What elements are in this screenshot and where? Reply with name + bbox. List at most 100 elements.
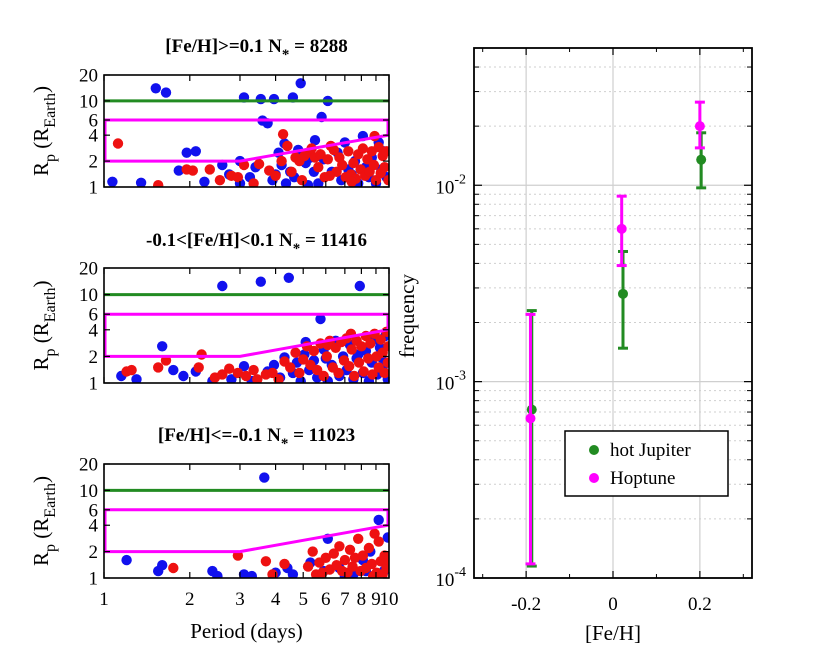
red-planet-point bbox=[369, 528, 380, 539]
y-label-text: R bbox=[29, 162, 53, 176]
red-planet-point bbox=[315, 149, 326, 160]
x-tick-label: 0 bbox=[608, 594, 618, 615]
y-label-text: ) bbox=[29, 476, 53, 483]
blue-planet-point bbox=[135, 177, 147, 187]
green-frequency-point bbox=[617, 288, 628, 299]
red-planet-point bbox=[320, 552, 331, 563]
y-tick-label: 1 bbox=[89, 569, 99, 590]
red-planet-point bbox=[347, 561, 358, 572]
red-planet-point bbox=[381, 146, 389, 157]
y-tick-exponent: -3 bbox=[454, 369, 466, 384]
y-tick-label: 6 bbox=[89, 111, 99, 132]
y-tick-label: 20 bbox=[79, 66, 98, 87]
red-planet-point bbox=[382, 357, 389, 368]
hoptune-box bbox=[103, 312, 390, 358]
y-tick-label: 6 bbox=[89, 305, 99, 326]
red-planet-point bbox=[356, 341, 367, 352]
y-tick-label: 1 bbox=[89, 178, 99, 199]
red-planet-point bbox=[383, 341, 389, 352]
y-axis-label: Rp (REarth) bbox=[29, 476, 59, 566]
magenta-frequency-point bbox=[525, 413, 536, 424]
axes-frame bbox=[103, 267, 390, 384]
panel-title-text: [Fe/H]<=-0.1 N bbox=[158, 425, 281, 446]
legend-marker bbox=[589, 445, 599, 455]
red-planet-point bbox=[270, 170, 281, 181]
blue-planet-point bbox=[309, 135, 321, 146]
red-planet-point bbox=[343, 146, 354, 157]
red-planet-point bbox=[324, 170, 335, 181]
red-planet-point bbox=[217, 369, 228, 380]
red-planet-point bbox=[318, 370, 329, 382]
blue-planet-point bbox=[373, 514, 384, 526]
y-tick-label: 2 bbox=[89, 152, 99, 173]
red-planet-point bbox=[349, 552, 361, 563]
blue-planet-point bbox=[107, 176, 118, 187]
red-planet-point bbox=[358, 366, 369, 377]
red-planet-point bbox=[363, 542, 375, 554]
red-planet-point bbox=[379, 162, 389, 173]
panel-title: [Fe/H]<=-0.1 N* = 11023 bbox=[158, 425, 355, 452]
blue-planet-point bbox=[131, 374, 142, 383]
panel-title-text: = 8288 bbox=[289, 36, 347, 57]
red-planet-point bbox=[232, 172, 244, 183]
hoptune-box bbox=[103, 118, 390, 163]
y-tick-label: 4 bbox=[89, 516, 99, 537]
blue-planet-point bbox=[280, 178, 292, 187]
panel-title: -0.1<[Fe/H]<0.1 N* = 11416 bbox=[146, 230, 367, 257]
blue-planet-point bbox=[268, 93, 280, 105]
blue-planet-point bbox=[283, 272, 294, 283]
y-label-subscript: p bbox=[42, 544, 59, 552]
red-planet-point bbox=[348, 157, 359, 169]
blue-planet-point bbox=[212, 570, 223, 578]
red-planet-point bbox=[193, 362, 204, 373]
y-label-subscript: Earth bbox=[42, 93, 59, 128]
red-planet-point bbox=[344, 544, 356, 555]
y-tick-label: 6 bbox=[89, 500, 99, 521]
y-label-text: R bbox=[29, 552, 53, 566]
red-planet-point bbox=[357, 143, 369, 154]
red-planet-point bbox=[383, 175, 389, 186]
red-planet-point bbox=[279, 558, 290, 570]
red-planet-point bbox=[357, 550, 369, 561]
panel-title-text: -0.1<[Fe/H]<0.1 N bbox=[146, 230, 293, 251]
plot-area bbox=[116, 272, 389, 383]
blue-planet-point bbox=[199, 176, 210, 187]
red-planet-point bbox=[379, 367, 389, 379]
red-planet-point bbox=[365, 338, 376, 349]
blue-planet-point bbox=[157, 560, 168, 571]
red-planet-point bbox=[294, 367, 305, 379]
red-planet-point bbox=[286, 166, 297, 177]
blue-planet-point bbox=[246, 570, 257, 578]
y-label-text: (R bbox=[29, 518, 53, 544]
y-tick-label: 2 bbox=[89, 347, 99, 368]
blue-planet-point bbox=[121, 554, 132, 566]
red-planet-point bbox=[313, 162, 324, 173]
panel-title-text: = 11416 bbox=[300, 230, 367, 251]
y-tick-label: 10 bbox=[79, 91, 98, 112]
red-planet-point bbox=[353, 533, 364, 544]
plot-area bbox=[107, 78, 389, 187]
blue-planet-point bbox=[160, 87, 172, 98]
x-axis-label: [Fe/H] bbox=[585, 621, 641, 645]
red-planet-point bbox=[349, 370, 360, 382]
red-planet-point bbox=[307, 546, 318, 557]
red-planet-point bbox=[344, 361, 355, 372]
y-label-subscript: p bbox=[42, 348, 59, 356]
red-planet-point bbox=[383, 554, 389, 566]
x-tick-label: 3 bbox=[235, 589, 245, 610]
y-tick-exponent: -4 bbox=[454, 565, 466, 580]
y-tick-label: 20 bbox=[79, 455, 98, 476]
red-planet-point bbox=[308, 345, 320, 357]
y-label-text: (R bbox=[29, 128, 53, 154]
x-tick-label: 1 bbox=[99, 589, 109, 610]
blue-planet-point bbox=[315, 313, 326, 325]
red-planet-point bbox=[302, 561, 314, 572]
red-planet-point bbox=[333, 367, 344, 379]
y-tick-base: 10 bbox=[435, 570, 454, 591]
y-axis-label: Rp (REarth) bbox=[29, 86, 59, 176]
y-label-subscript: p bbox=[42, 154, 59, 162]
blue-planet-point bbox=[287, 569, 299, 578]
y-tick-base: 10 bbox=[435, 374, 454, 395]
